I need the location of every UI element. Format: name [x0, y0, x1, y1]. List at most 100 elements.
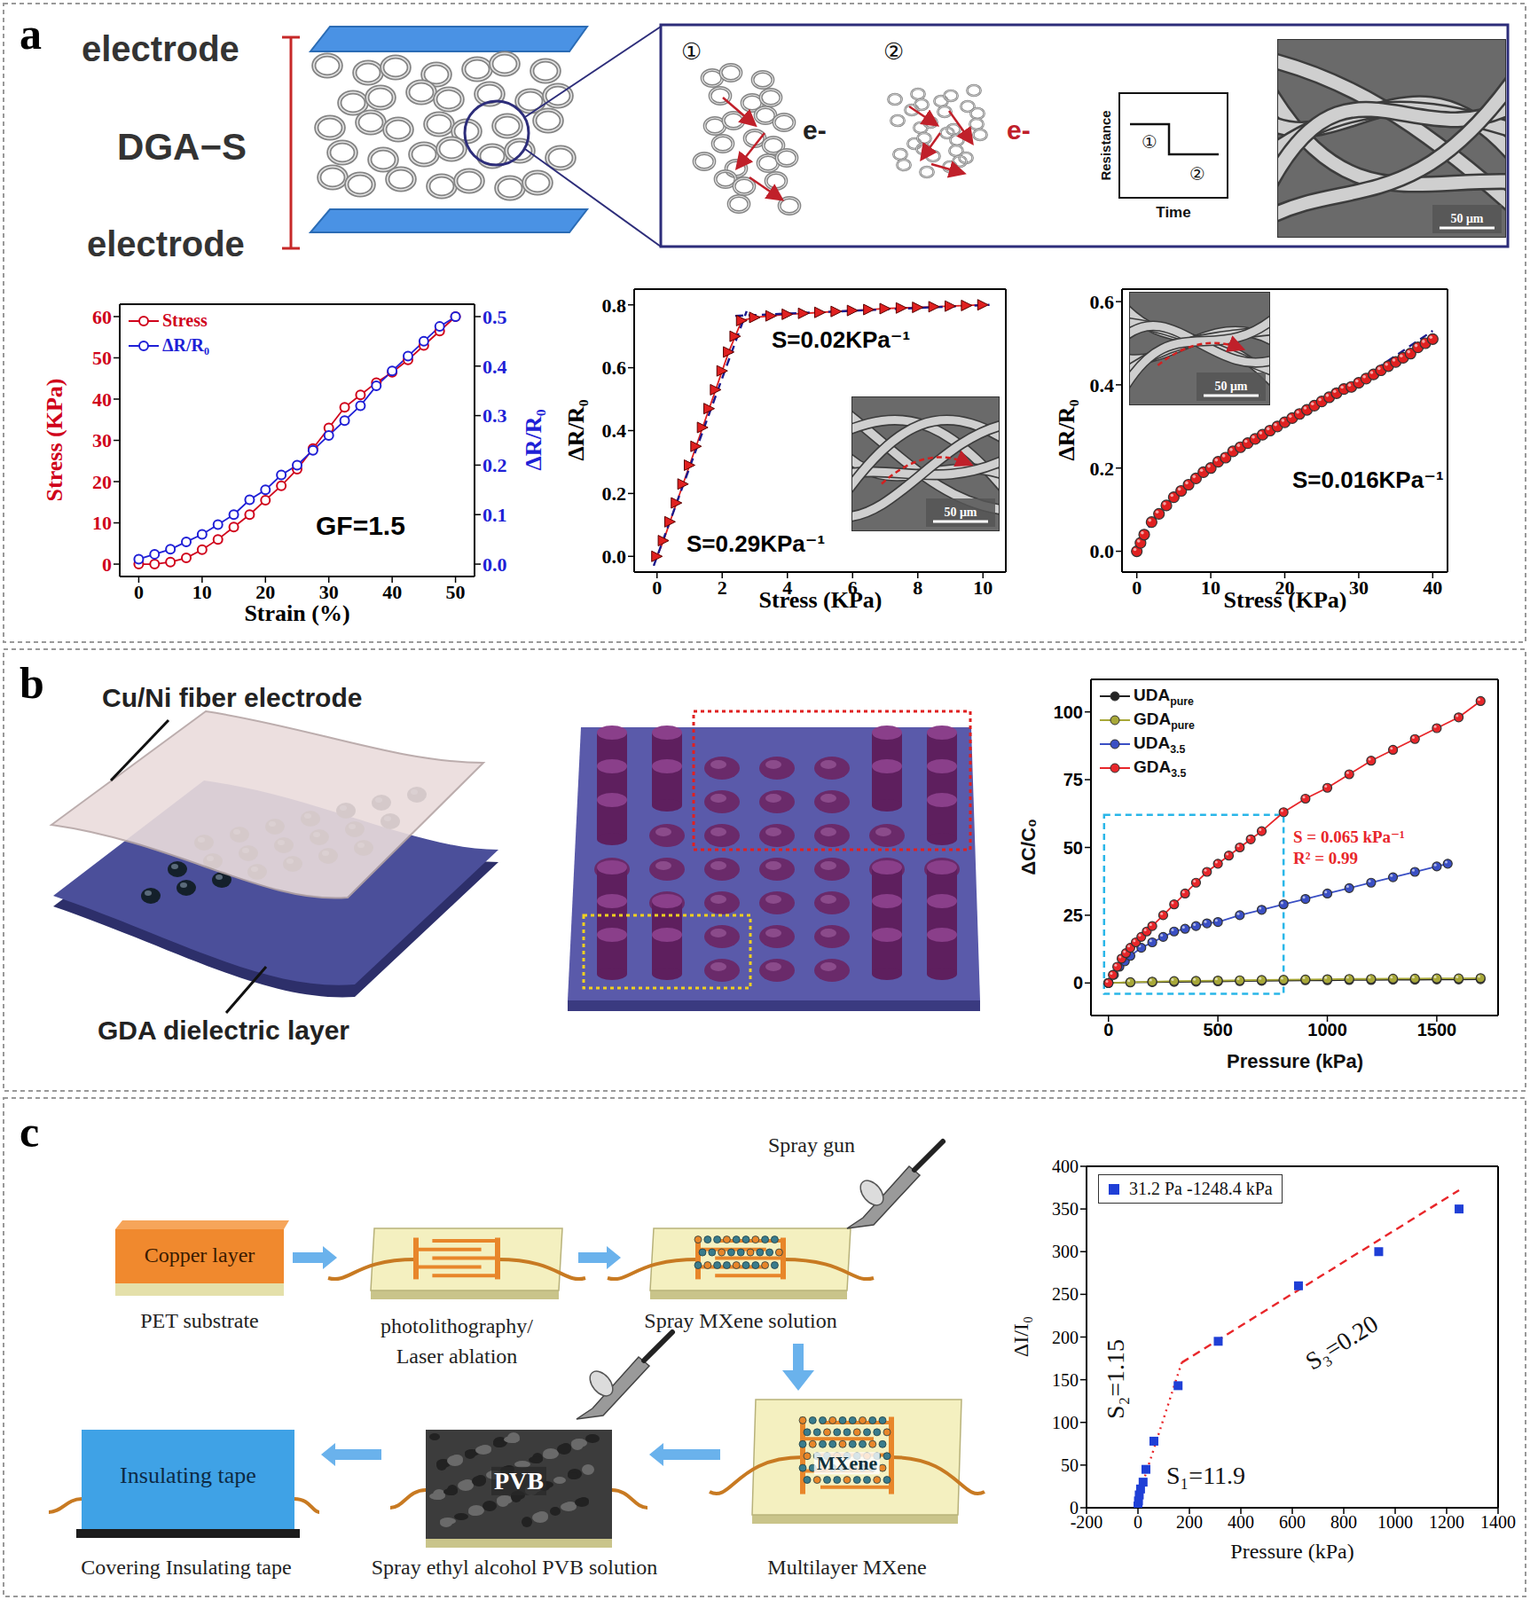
svg-text:20: 20 — [92, 470, 112, 494]
html-text:S=0.02KPa⁻¹: S=0.02KPa⁻¹ — [771, 326, 911, 354]
html-text:S₃=0.20: S₃=0.20 — [1300, 1309, 1383, 1376]
svg-text:0.2: 0.2 — [482, 454, 508, 477]
html-text:S=0.016KPa⁻¹: S=0.016KPa⁻¹ — [1292, 466, 1444, 494]
svg-text:30: 30 — [1349, 576, 1369, 599]
svg-text:50: 50 — [92, 346, 112, 369]
html-text:PET substrate: PET substrate — [140, 1309, 259, 1333]
html-text:ΔR/R₀: ΔR/R₀ — [563, 399, 590, 461]
svg-text:60: 60 — [92, 306, 112, 329]
html-text:e-: e- — [1006, 115, 1031, 145]
html-text:ΔI/I₀: ΔI/I₀ — [1009, 1316, 1033, 1358]
html-text:DGA−S: DGA−S — [117, 125, 247, 168]
svg-text:0: 0 — [133, 580, 144, 604]
html-text:Insulating tape: Insulating tape — [119, 1462, 257, 1489]
html-text:Strain (%): Strain (%) — [244, 600, 350, 627]
svg-text:0.4: 0.4 — [482, 355, 508, 378]
html-text:Pressure (kPa): Pressure (kPa) — [1230, 1539, 1355, 1563]
svg-text:8: 8 — [912, 576, 923, 599]
svg-text:0: 0 — [1103, 1020, 1114, 1040]
svg-text:0.2: 0.2 — [1090, 457, 1115, 480]
svg-text:400: 400 — [1227, 1512, 1255, 1532]
svg-text:10: 10 — [92, 511, 112, 534]
svg-text:10: 10 — [192, 580, 212, 604]
svg-text:0: 0 — [102, 553, 112, 576]
svg-text:2: 2 — [717, 576, 728, 599]
svg-text:0.0: 0.0 — [482, 553, 508, 576]
html-text:S₁=11.9: S₁=11.9 — [1166, 1461, 1246, 1490]
html-text:Copper layer: Copper layer — [144, 1243, 255, 1267]
svg-text:250: 250 — [1051, 1284, 1079, 1304]
svg-text:0.1: 0.1 — [482, 503, 508, 526]
svg-text:20: 20 — [255, 580, 275, 604]
svg-text:100: 100 — [1051, 1412, 1079, 1433]
svg-text:40: 40 — [1422, 576, 1443, 599]
svg-text:75: 75 — [1063, 769, 1083, 790]
svg-text:30: 30 — [92, 429, 112, 452]
svg-text:50: 50 — [1063, 838, 1083, 858]
html-text:Laser ablation: Laser ablation — [396, 1344, 518, 1368]
html-text:Spray MXene solution: Spray MXene solution — [644, 1309, 838, 1333]
svg-text:50 μm: 50 μm — [1214, 379, 1248, 393]
svg-text:10: 10 — [1200, 576, 1221, 599]
svg-text:30: 30 — [319, 580, 339, 604]
svg-text:0.4: 0.4 — [602, 419, 628, 442]
svg-text:0: 0 — [651, 576, 662, 599]
svg-text:200: 200 — [1176, 1512, 1203, 1532]
svg-text:0.5: 0.5 — [482, 306, 508, 329]
svg-text:10: 10 — [972, 576, 993, 599]
html-text:Cu/Ni fiber electrode: Cu/Ni fiber electrode — [102, 682, 363, 713]
svg-text:50 μm: 50 μm — [943, 505, 977, 519]
svg-text:1000: 1000 — [1377, 1512, 1413, 1532]
svg-text:1500: 1500 — [1417, 1020, 1458, 1040]
svg-text:50: 50 — [446, 580, 466, 604]
svg-text:0: 0 — [1133, 1512, 1143, 1532]
svg-text:25: 25 — [1063, 905, 1083, 926]
svg-text:40: 40 — [382, 580, 402, 604]
html-text:b: b — [19, 658, 45, 708]
html-text:Stress (KPa): Stress (KPa) — [1223, 587, 1347, 613]
html-text:ΔR/R₀: ΔR/R₀ — [520, 409, 547, 471]
html-text:electrode: electrode — [86, 224, 245, 264]
html-text:photolithography/: photolithography/ — [380, 1314, 534, 1338]
svg-text:350: 350 — [1051, 1199, 1079, 1219]
svg-text:0.2: 0.2 — [602, 482, 628, 505]
html-text:PVB: PVB — [494, 1466, 544, 1495]
html-text:e-: e- — [802, 115, 827, 145]
html-text:GDA dielectric layer: GDA dielectric layer — [97, 1015, 350, 1045]
html-text:S=0.29KPa⁻¹: S=0.29KPa⁻¹ — [686, 530, 825, 558]
html-text:S₂=1.15: S₂=1.15 — [1101, 1339, 1130, 1420]
svg-text:40: 40 — [92, 388, 112, 411]
svg-text:100: 100 — [1053, 702, 1083, 722]
svg-text:1400: 1400 — [1480, 1512, 1516, 1532]
svg-text:0.8: 0.8 — [602, 294, 628, 317]
svg-text:150: 150 — [1051, 1370, 1079, 1390]
html-text:Spray ethyl alcohol PVB soluti: Spray ethyl alcohol PVB solution — [371, 1555, 658, 1579]
html-text:GF=1.5: GF=1.5 — [315, 510, 406, 541]
html-text:Spray gun: Spray gun — [768, 1133, 856, 1157]
svg-text:0: 0 — [1073, 972, 1083, 993]
html-text:ΔR/R₀: ΔR/R₀ — [1053, 399, 1080, 461]
svg-text:0: 0 — [1069, 1498, 1079, 1518]
svg-text:0.0: 0.0 — [602, 545, 628, 568]
html-text:Stress (KPa): Stress (KPa) — [758, 587, 882, 613]
svg-text:400: 400 — [1051, 1156, 1079, 1177]
html-text:Covering Insulating tape: Covering Insulating tape — [81, 1555, 292, 1579]
svg-text:50: 50 — [1060, 1455, 1079, 1476]
svg-text:600: 600 — [1278, 1512, 1306, 1532]
svg-text:800: 800 — [1330, 1512, 1358, 1532]
svg-text:300: 300 — [1051, 1241, 1079, 1262]
svg-text:0: 0 — [1131, 576, 1142, 599]
html-text:Stress (KPa): Stress (KPa) — [41, 378, 68, 502]
svg-text:0.6: 0.6 — [602, 356, 628, 379]
svg-text:0.6: 0.6 — [1090, 290, 1115, 314]
html-text:Multilayer MXene: Multilayer MXene — [767, 1555, 927, 1579]
svg-text:0.0: 0.0 — [1090, 540, 1115, 563]
svg-text:50 μm: 50 μm — [1450, 211, 1483, 226]
svg-text:0.4: 0.4 — [1090, 374, 1115, 397]
svg-text:200: 200 — [1051, 1327, 1079, 1348]
html-text:electrode: electrode — [81, 29, 240, 69]
svg-text:500: 500 — [1202, 1020, 1232, 1040]
svg-text:0.3: 0.3 — [482, 404, 508, 427]
svg-text:1200: 1200 — [1428, 1512, 1465, 1532]
svg-text:1000: 1000 — [1307, 1020, 1348, 1040]
